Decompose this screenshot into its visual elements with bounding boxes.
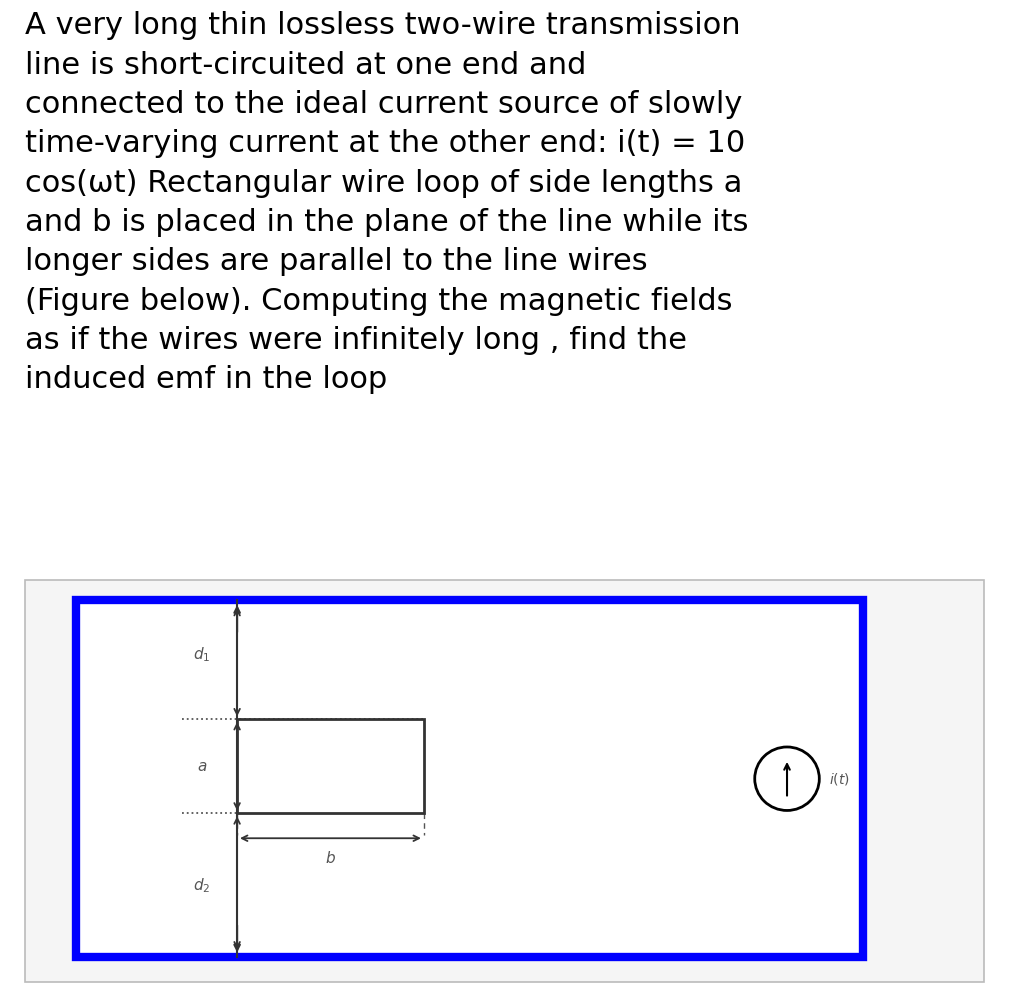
Text: $d_2$: $d_2$ [193,876,211,895]
FancyBboxPatch shape [25,580,984,982]
Circle shape [755,747,819,810]
Bar [76,600,863,957]
Bar [237,719,424,813]
Text: $d_1$: $d_1$ [193,646,211,664]
Text: A very long thin lossless two-wire transmission
line is short-circuited at one e: A very long thin lossless two-wire trans… [25,11,749,395]
Text: $i(t)$: $i(t)$ [829,771,851,787]
Text: $b$: $b$ [325,850,336,866]
Text: $a$: $a$ [197,759,207,774]
